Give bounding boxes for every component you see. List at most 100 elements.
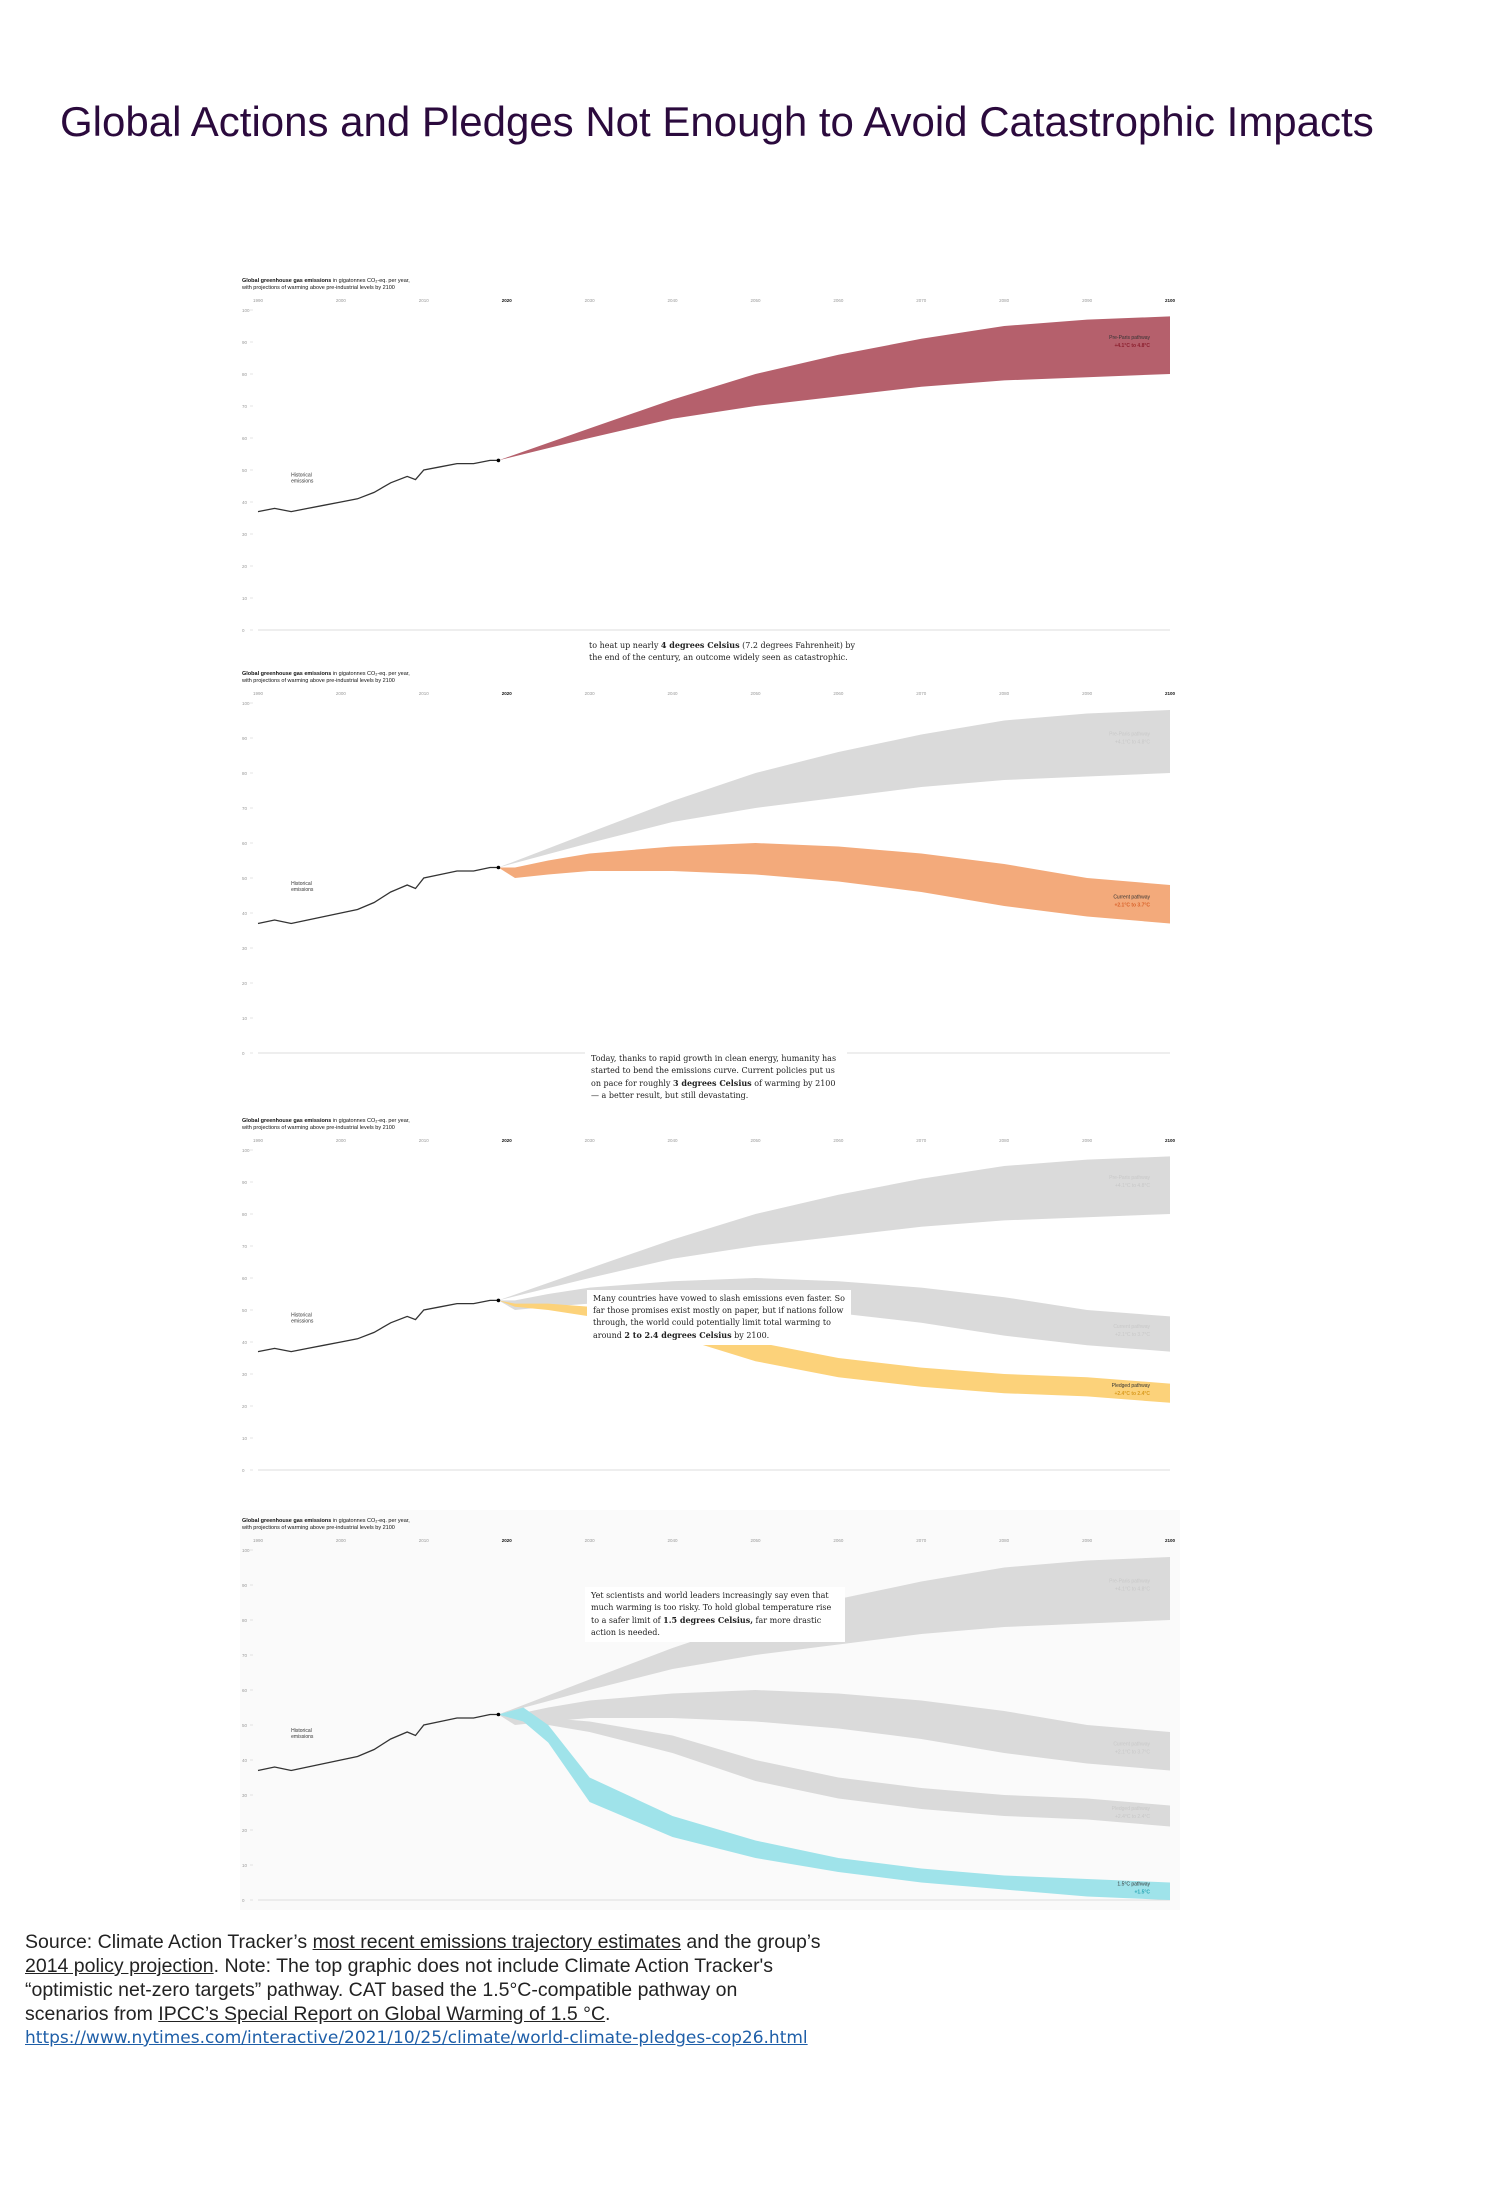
y-tick-label: 60 [242,1688,248,1693]
x-tick-label: 2070 [916,691,927,696]
callout-1-5-degrees: Yet scientists and world leaders increas… [585,1587,845,1642]
y-tick-label: 60 [242,841,248,846]
y-tick-label: 80 [242,1618,248,1623]
y-tick-label: 70 [242,1653,248,1658]
y-tick-label: 40 [242,911,248,916]
chart-title: Global greenhouse gas emissions in gigat… [242,1118,410,1124]
historical-label: emissions [291,478,314,484]
x-tick-label: 2090 [1082,691,1093,696]
x-tick-label: 2050 [750,691,761,696]
band-range-current: +2.1°C to 3.7°C [1115,1749,1150,1755]
callout-2-degrees: Many countries have vowed to slash emiss… [587,1290,851,1345]
x-tick-label: 2030 [585,298,596,303]
historical-label: Historical [291,1312,312,1318]
source-url-link[interactable]: https://www.nytimes.com/interactive/2021… [25,2028,808,2048]
x-tick-label: 2010 [419,1138,430,1143]
y-tick-label: 20 [242,1404,248,1409]
historical-label: Historical [291,881,312,887]
chart-panel-no-paris: Global greenhouse gas emissions in gigat… [240,270,1180,650]
band-range-current: +2.1°C to 3.7°C [1115,1332,1150,1338]
grey-band-no_paris [498,710,1170,868]
x-tick-label: 2050 [750,1138,761,1143]
link-ipcc-report[interactable]: IPCC’s Special Report on Global Warming … [158,2003,606,2025]
y-tick-label: 10 [242,596,248,601]
band-label-no_paris: Pre-Paris pathway [1109,1579,1150,1585]
historical-label: emissions [291,1318,314,1324]
chart-svg-current: Global greenhouse gas emissions in gigat… [241,671,1176,1056]
y-tick-label: 10 [242,1016,248,1021]
x-tick-label: 2000 [336,1538,347,1543]
band-label-one_point_five: 1.5°C pathway [1117,1881,1150,1887]
y-tick-label: 100 [242,1148,250,1153]
source-note: Source: Climate Action Tracker’s most re… [25,1930,825,2026]
band-label-no_paris: Pre-Paris pathway [1109,1175,1150,1181]
x-tick-label: 2020 [502,1138,513,1143]
x-tick-label: 2040 [668,691,679,696]
x-tick-label: 2100 [1165,691,1176,696]
chart-subtitle: with projections of warming above pre-in… [241,1525,395,1531]
y-tick-label: 30 [242,946,248,951]
chart-subtitle: with projections of warming above pre-in… [241,1125,395,1131]
y-tick-label: 50 [242,1723,248,1728]
x-tick-label: 1990 [253,1538,264,1543]
y-tick-label: 70 [242,404,248,409]
historical-label: emissions [291,887,314,893]
y-tick-label: 0 [242,1051,245,1056]
historical-endpoint [496,1712,501,1717]
callout-text: Today, thanks to rapid growth in clean e… [591,1054,837,1088]
y-tick-label: 20 [242,564,248,569]
x-tick-label: 2080 [999,1538,1010,1543]
x-tick-label: 2040 [668,1538,679,1543]
y-tick-label: 50 [242,468,248,473]
callout-bold: 1.5 degrees Celsius, [663,1615,753,1625]
chart-subtitle: with projections of warming above pre-in… [241,678,395,684]
y-tick-label: 0 [242,1898,245,1903]
chart-title: Global greenhouse gas emissions in gigat… [242,278,410,284]
y-tick-label: 40 [242,500,248,505]
grey-band-pledged [498,1714,1170,1827]
y-tick-label: 90 [242,340,248,345]
y-tick-label: 30 [242,1372,248,1377]
y-tick-label: 80 [242,1212,248,1217]
band-no_paris [498,316,1170,461]
source-text: . [605,2003,611,2025]
x-tick-label: 2080 [999,1138,1010,1143]
band-label-no_paris: Pre-Paris pathway [1109,732,1150,738]
x-tick-label: 2100 [1165,1138,1176,1143]
y-tick-label: 90 [242,1180,248,1185]
chart-panel-current: Global greenhouse gas emissions in gigat… [240,663,1180,1103]
x-tick-label: 2100 [1165,298,1176,303]
chart-svg-no-paris: Global greenhouse gas emissions in gigat… [241,278,1176,633]
historical-label: Historical [291,472,312,478]
callout-bold: 3 degrees Celsius [673,1078,752,1088]
y-tick-label: 90 [242,736,248,741]
y-tick-label: 100 [242,308,250,313]
x-tick-label: 2060 [833,691,844,696]
band-range-no_paris: +4.1°C to 4.8°C [1115,740,1150,746]
callout-4-degrees: to heat up nearly 4 degrees Celsius (7.2… [583,636,865,667]
callout-text: of warming by 2100 — a better result, bu… [591,1079,836,1100]
y-tick-label: 30 [242,532,248,537]
band-label-pledged: Pledged pathway [1112,1806,1151,1812]
link-emissions-estimates[interactable]: most recent emissions trajectory estimat… [312,1931,682,1953]
x-tick-label: 2050 [750,298,761,303]
y-tick-label: 100 [242,1548,250,1553]
x-tick-label: 2010 [419,298,430,303]
x-tick-label: 2070 [916,1538,927,1543]
y-tick-label: 20 [242,981,248,986]
historical-endpoint [496,865,501,870]
band-label-current: Current pathway [1113,1741,1150,1747]
x-tick-label: 2010 [419,691,430,696]
y-tick-label: 10 [242,1436,248,1441]
link-policy-projection[interactable]: 2014 policy projection [25,1955,214,1977]
callout-3-degrees: Today, thanks to rapid growth in clean e… [585,1050,847,1105]
x-tick-label: 2100 [1165,1538,1176,1543]
y-tick-label: 20 [242,1828,248,1833]
callout-text: to heat up nearly [589,641,661,650]
x-tick-label: 2060 [833,1138,844,1143]
band-one_point_five [498,1707,1170,1900]
x-tick-label: 2030 [585,1538,596,1543]
x-tick-label: 2000 [336,1138,347,1143]
y-tick-label: 80 [242,771,248,776]
callout-text: (7.2 degrees Fahrenheit) by the end of t… [589,641,856,662]
